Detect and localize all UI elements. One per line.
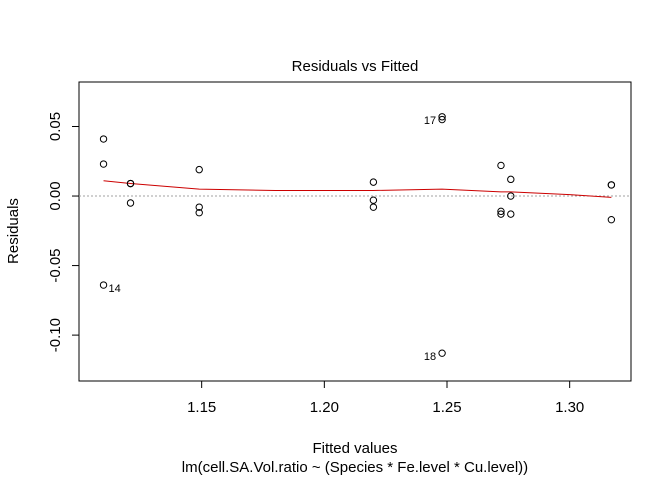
point-label: 17 bbox=[424, 115, 436, 127]
data-point bbox=[497, 161, 505, 170]
y-axis-title: Residuals bbox=[5, 198, 22, 264]
y-tick-label: 0.05 bbox=[47, 112, 64, 141]
data-point bbox=[497, 207, 505, 216]
plot-frame bbox=[78, 81, 632, 382]
data-point bbox=[497, 210, 505, 218]
y-tick-label: 0.00 bbox=[47, 181, 64, 210]
data-points bbox=[99, 113, 616, 357]
x-tick-label: 1.15 bbox=[187, 399, 216, 416]
data-point bbox=[369, 178, 378, 186]
data-point bbox=[195, 209, 203, 217]
data-point bbox=[438, 349, 446, 357]
data-point bbox=[126, 179, 135, 188]
data-point bbox=[99, 135, 108, 143]
chart-title: Residuals vs Fitted bbox=[292, 58, 419, 75]
data-point bbox=[195, 165, 203, 174]
x-tick-label: 1.20 bbox=[310, 399, 339, 416]
point-label: 18 bbox=[424, 351, 436, 363]
y-axis: -0.10 -0.05 0.00 0.05 bbox=[47, 112, 79, 352]
smoother-line bbox=[103, 180, 612, 198]
data-point bbox=[99, 281, 108, 289]
data-point bbox=[507, 192, 515, 200]
x-axis-title: Fitted values bbox=[312, 440, 397, 457]
y-tick-label: -0.05 bbox=[47, 248, 64, 282]
data-point bbox=[607, 181, 616, 189]
x-axis: 1.15 1.20 1.25 1.30 bbox=[187, 381, 584, 416]
data-point bbox=[507, 175, 515, 184]
point-label: 14 bbox=[109, 283, 121, 295]
data-point bbox=[195, 203, 203, 211]
data-point bbox=[607, 215, 616, 224]
data-point bbox=[99, 160, 108, 168]
point-labels: 14 17 18 bbox=[109, 115, 437, 363]
data-point bbox=[438, 113, 446, 121]
data-point bbox=[126, 199, 135, 207]
y-tick-label: -0.10 bbox=[47, 318, 64, 352]
x-tick-label: 1.30 bbox=[555, 399, 584, 416]
x-axis-subtitle: lm(cell.SA.Vol.ratio ~ (Species * Fe.lev… bbox=[182, 459, 528, 476]
data-point bbox=[369, 203, 378, 211]
x-tick-label: 1.25 bbox=[432, 399, 461, 416]
data-point bbox=[369, 196, 378, 204]
data-point bbox=[507, 210, 515, 218]
data-point bbox=[438, 115, 446, 124]
